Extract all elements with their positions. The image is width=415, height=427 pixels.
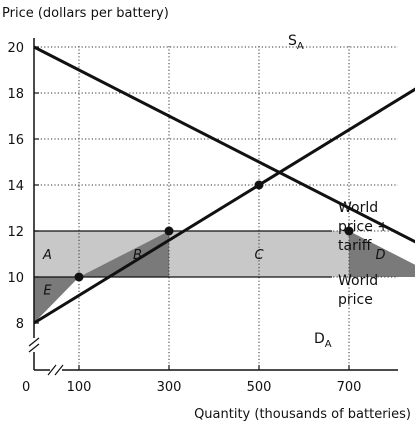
- point: [344, 226, 354, 236]
- world-price-label: price +: [338, 219, 389, 235]
- y-tick-label: 12: [7, 225, 24, 240]
- region-label-d: D: [375, 248, 385, 263]
- point: [254, 180, 264, 190]
- y-axis-title: Price (dollars per battery): [2, 6, 169, 21]
- region-d: [349, 231, 415, 277]
- world-price-label: price: [338, 292, 373, 308]
- grid: [34, 46, 398, 370]
- origin-label: 0: [22, 380, 30, 395]
- labels: World price + tariff World price SA DA A B C D E: [42, 33, 389, 350]
- x-tick-label: 100: [67, 380, 92, 395]
- world-price-label: World: [338, 273, 378, 289]
- x-tick-label: 700: [337, 380, 362, 395]
- supply-curve-label: SA: [288, 33, 304, 52]
- demand-curve-label: DA: [314, 331, 332, 350]
- point: [74, 272, 84, 282]
- world-price-label: World: [338, 200, 378, 216]
- points: [74, 180, 354, 282]
- y-tick-label: 16: [7, 133, 24, 148]
- x-tick-label: 500: [247, 380, 272, 395]
- world-price-label: tariff: [338, 238, 372, 254]
- x-axis-break-2: [54, 364, 64, 376]
- demand-curve: [33, 45, 415, 244]
- region-b: [79, 231, 169, 277]
- x-tick-label: 300: [157, 380, 182, 395]
- y-tick-label: 14: [7, 179, 24, 194]
- region-label-a: A: [42, 248, 52, 263]
- region-label-b: B: [133, 248, 142, 263]
- y-tick-label: 18: [7, 87, 24, 102]
- y-tick-label: 8: [16, 317, 24, 332]
- shaded-regions: [34, 231, 415, 323]
- region-label-c: C: [254, 248, 264, 263]
- y-axis-break-1: [28, 337, 40, 347]
- y-axis-break-2: [28, 343, 40, 353]
- region-label-e: E: [43, 284, 52, 299]
- region-a: [34, 231, 169, 277]
- region-e: [34, 277, 79, 323]
- x-axis-break-1: [47, 364, 57, 376]
- y-tick-label: 10: [7, 271, 24, 286]
- point: [164, 226, 174, 236]
- x-axis-title: Quantity (thousands of batteries): [194, 407, 411, 422]
- y-tick-label: 20: [7, 41, 24, 56]
- axes: 81012141618201003005007009001,1001,300: [7, 38, 398, 395]
